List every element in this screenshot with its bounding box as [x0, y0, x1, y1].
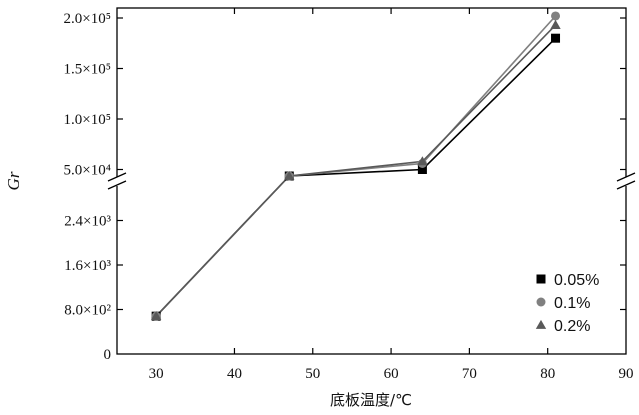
- x-tick-label: 50: [305, 366, 320, 382]
- break-slash-right-2: [616, 180, 636, 190]
- y-tick-label: 2.4×10³: [64, 214, 111, 230]
- series-lines: [155, 15, 557, 317]
- legend-label: 0.1%: [554, 295, 590, 312]
- data-point-triangle: [150, 311, 162, 321]
- y-axis-break-right: [616, 172, 636, 190]
- y-tick-label: 5.0×10⁴: [64, 163, 111, 179]
- axis-ticks: 30 40 50 60 70 80 90 0 8.0×10² 1.6×10³ 2.4×10³ 5.0×…: [64, 8, 634, 382]
- break-gap-left: [110, 177, 124, 186]
- data-point-triangle: [550, 19, 561, 29]
- series-line: [155, 37, 557, 317]
- y-axis-title: Gr: [4, 171, 23, 190]
- data-point-square: [417, 165, 427, 174]
- legend-marker-square: [536, 274, 546, 284]
- series-markers: [150, 11, 561, 321]
- plot-area-border: [116, 7, 627, 355]
- y-tick-label: 0: [104, 347, 112, 363]
- x-tick-label: 80: [540, 366, 555, 382]
- series-line: [155, 15, 557, 317]
- break-slash-left-2: [107, 180, 127, 190]
- break-slash-right-1: [616, 172, 636, 182]
- data-point-triangle: [284, 170, 295, 180]
- legend-marker-triangle: [535, 319, 547, 329]
- y-tick-label: 1.5×10⁵: [64, 62, 111, 78]
- y-axis-break-left: [107, 172, 127, 190]
- legend-label: 0.2%: [554, 318, 590, 335]
- data-point-triangle: [417, 156, 428, 166]
- x-tick-label: 60: [384, 366, 399, 382]
- x-tick-label: 70: [462, 366, 477, 382]
- x-tick-label: 30: [149, 366, 164, 382]
- series-line: [155, 24, 557, 317]
- y-tick-label: 1.6×10³: [64, 258, 111, 274]
- x-tick-label: 40: [227, 366, 242, 382]
- legend: 0.05% 0.1% 0.2%: [535, 272, 599, 335]
- legend-marker-circle: [536, 297, 546, 307]
- data-point-square: [551, 33, 561, 43]
- break-gap-right: [619, 177, 633, 186]
- x-tick-label: 90: [619, 366, 634, 382]
- y-tick-label: 1.0×10⁵: [64, 112, 111, 128]
- legend-label: 0.05%: [554, 272, 599, 289]
- x-axis-title: 底板温度/℃: [330, 391, 412, 409]
- data-point-circle: [551, 11, 561, 21]
- y-tick-label: 8.0×10²: [64, 303, 111, 319]
- break-slash-left-1: [107, 172, 127, 182]
- y-tick-label: 2.0×10⁵: [64, 11, 111, 27]
- plot-frame: [116, 7, 627, 355]
